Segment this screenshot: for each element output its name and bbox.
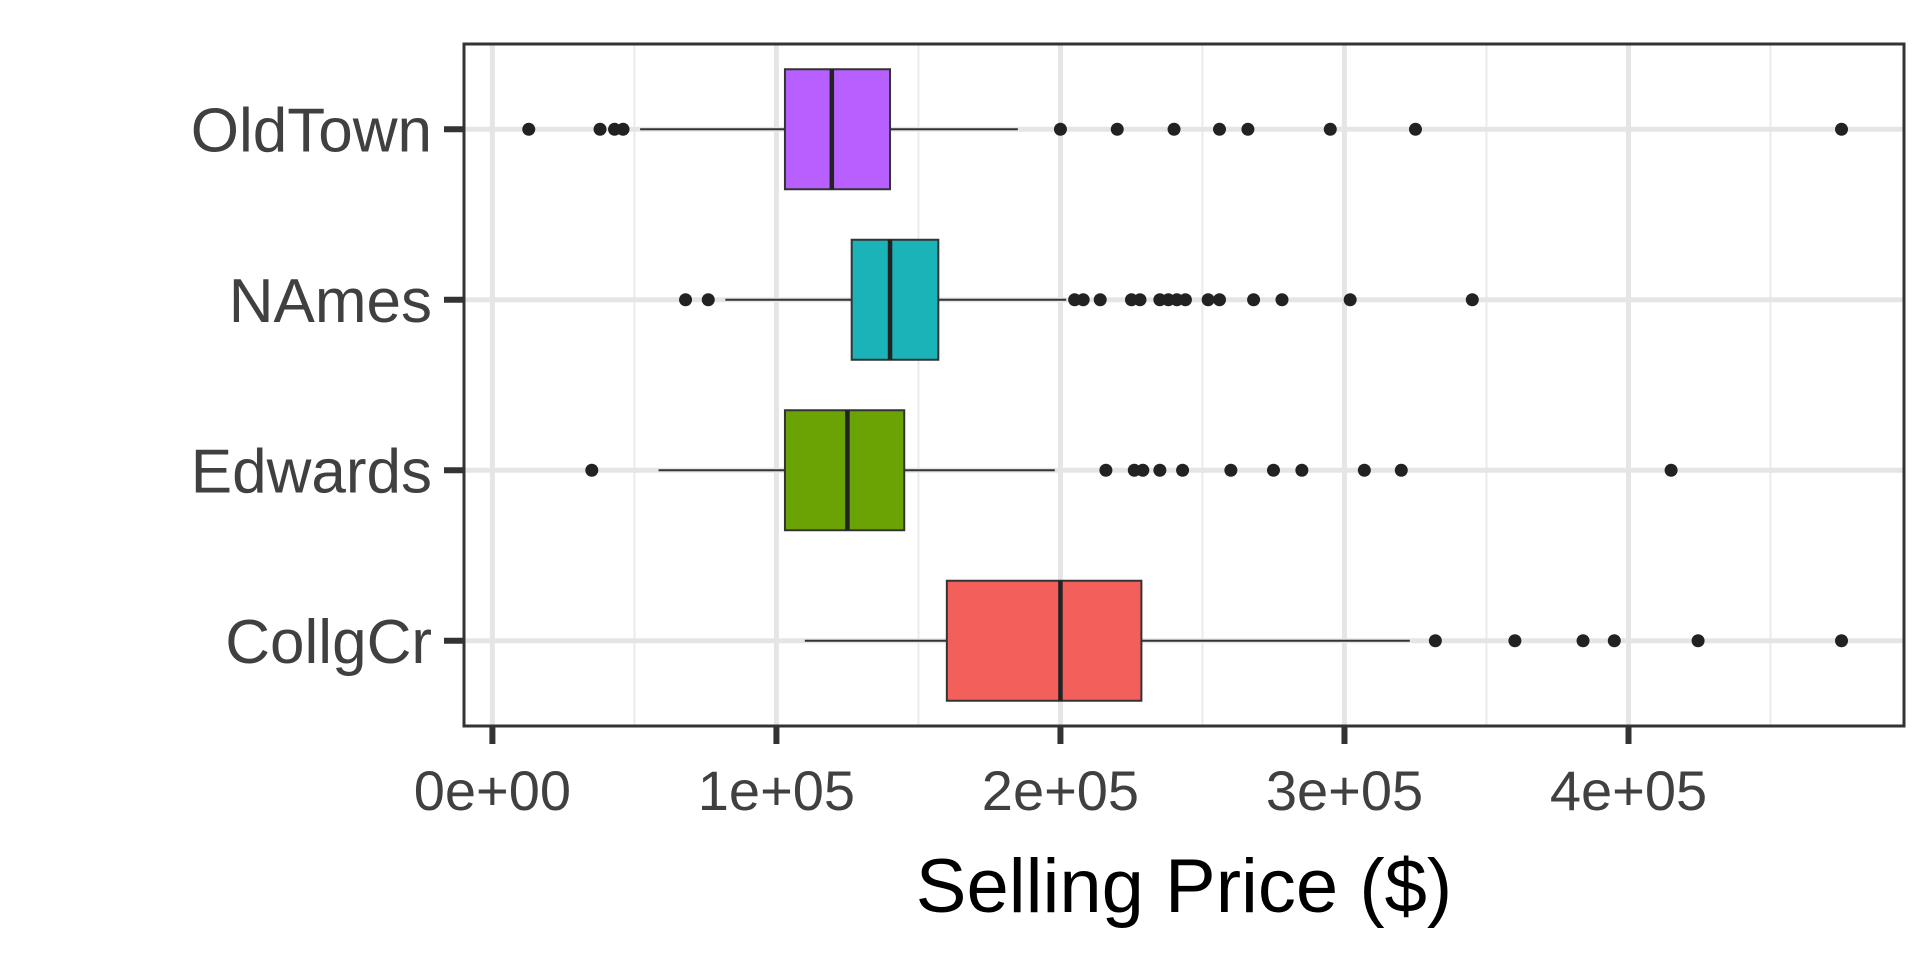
outlier-point <box>679 293 693 307</box>
plot-panel-border <box>462 42 1906 728</box>
y-tick-label: CollgCr <box>225 608 432 677</box>
outlier-point <box>1153 463 1167 477</box>
outlier-point <box>1241 122 1255 136</box>
outlier-point <box>1408 122 1422 136</box>
box-series <box>522 68 1849 702</box>
outlier-point <box>1323 122 1337 136</box>
outlier-point <box>1508 634 1522 648</box>
outlier-point <box>1178 293 1192 307</box>
outlier-point <box>1664 463 1678 477</box>
outlier-point <box>1835 634 1849 648</box>
box-group-names <box>679 238 1479 361</box>
outlier-point <box>1110 122 1124 136</box>
outlier-point <box>593 122 607 136</box>
outlier-point <box>1428 634 1442 648</box>
outlier-point <box>1213 122 1227 136</box>
outlier-point <box>1295 463 1309 477</box>
outlier-point <box>1224 463 1238 477</box>
outlier-point <box>1275 293 1289 307</box>
outlier-point <box>1343 293 1357 307</box>
outlier-point <box>1133 293 1147 307</box>
x-axis-title: Selling Price ($) <box>916 844 1452 929</box>
outlier-point <box>616 122 630 136</box>
outlier-point <box>1167 122 1181 136</box>
box-group-collgcr <box>804 579 1849 702</box>
y-tick-label: OldTown <box>191 96 432 165</box>
x-tick-label: 1e+05 <box>698 759 855 822</box>
box-iqr <box>783 409 906 532</box>
outlier-point <box>1099 463 1113 477</box>
y-tick-label: NAmes <box>229 267 432 336</box>
outlier-point <box>1176 463 1190 477</box>
x-tick-label: 4e+05 <box>1550 759 1707 822</box>
box-iqr <box>783 68 892 191</box>
x-tick-label: 2e+05 <box>982 759 1139 822</box>
outlier-point <box>1835 122 1849 136</box>
box-iqr <box>850 238 940 361</box>
outlier-point <box>1394 463 1408 477</box>
outlier-point <box>1607 634 1621 648</box>
outlier-point <box>1576 634 1590 648</box>
x-tick-label: 3e+05 <box>1266 759 1423 822</box>
outlier-point <box>1076 293 1090 307</box>
outlier-point <box>1266 463 1280 477</box>
axes: OldTown NAmes Edwards CollgCr 0e+00 1e+05 2e+0… <box>191 96 1707 822</box>
outlier-point <box>1247 293 1261 307</box>
outlier-point <box>585 463 599 477</box>
grid-lines <box>464 44 1904 726</box>
outlier-point <box>1465 293 1479 307</box>
box-iqr <box>945 579 1143 702</box>
x-tick-label: 0e+00 <box>414 759 571 822</box>
y-tick-label: Edwards <box>191 437 432 506</box>
box-group-edwards <box>585 409 1678 532</box>
outlier-point <box>1053 122 1067 136</box>
box-group-oldtown <box>522 68 1849 191</box>
outlier-point <box>1213 293 1227 307</box>
outlier-point <box>1136 463 1150 477</box>
outlier-point <box>522 122 536 136</box>
outlier-point <box>1357 463 1371 477</box>
outlier-point <box>1093 293 1107 307</box>
outlier-point <box>1691 634 1705 648</box>
outlier-point <box>1201 293 1215 307</box>
outlier-point <box>701 293 715 307</box>
